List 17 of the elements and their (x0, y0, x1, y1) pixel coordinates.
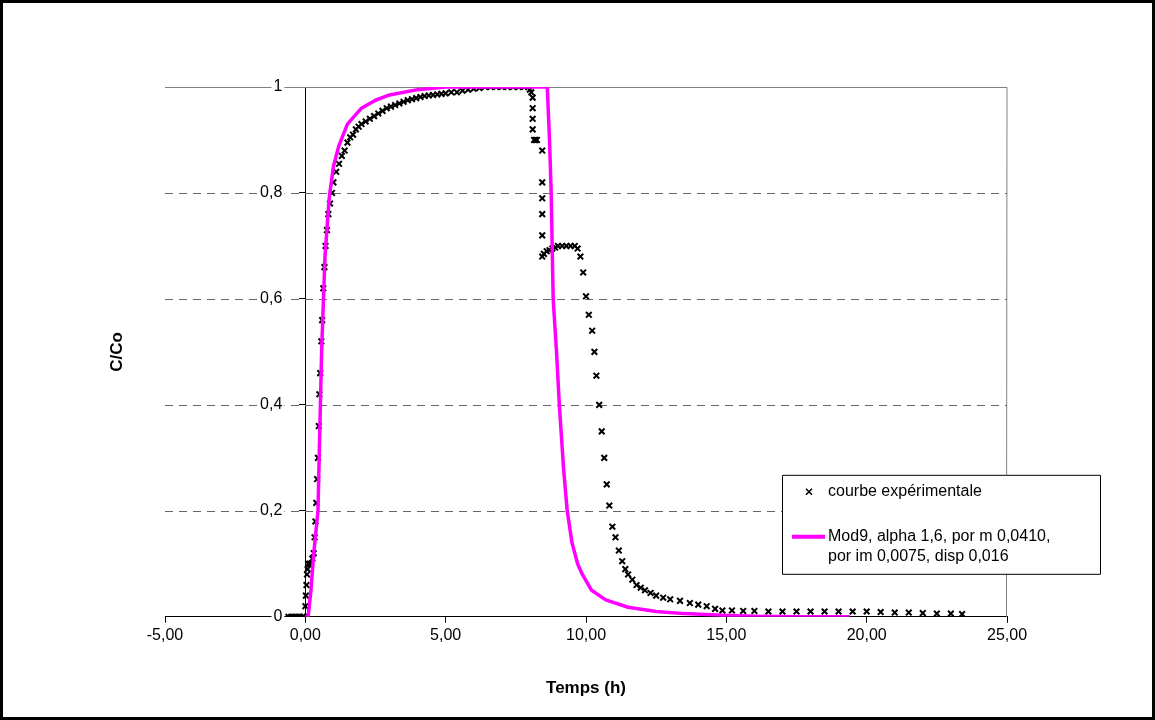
legend-label: courbe expérimentale (828, 482, 982, 500)
legend-label: Mod9, alpha 1,6, por m 0,0410, por im 0,0075, disp 0,016 (828, 527, 1051, 565)
y-tick-label: 0,4 (260, 395, 283, 413)
x-tick-label: -5,00 (146, 625, 184, 643)
y-tick-label: 0,6 (260, 289, 283, 307)
x-tick-label: 5,00 (430, 625, 462, 643)
y-axis-title: C/Co (106, 332, 126, 372)
y-tick-label: 1 (273, 77, 283, 95)
x-axis-title: Temps (h) (546, 678, 626, 698)
x-tick-label: 0,00 (289, 625, 322, 643)
x-tick-label: 20,00 (846, 625, 887, 643)
x-tick-label: 10,00 (565, 625, 607, 643)
y-tick-label: 0 (273, 607, 283, 625)
x-tick-label: 25,00 (986, 625, 1028, 643)
y-tick-label: 0,8 (260, 183, 283, 201)
x-tick-label: 15,00 (706, 625, 747, 643)
y-tick-label: 0,2 (260, 501, 283, 519)
